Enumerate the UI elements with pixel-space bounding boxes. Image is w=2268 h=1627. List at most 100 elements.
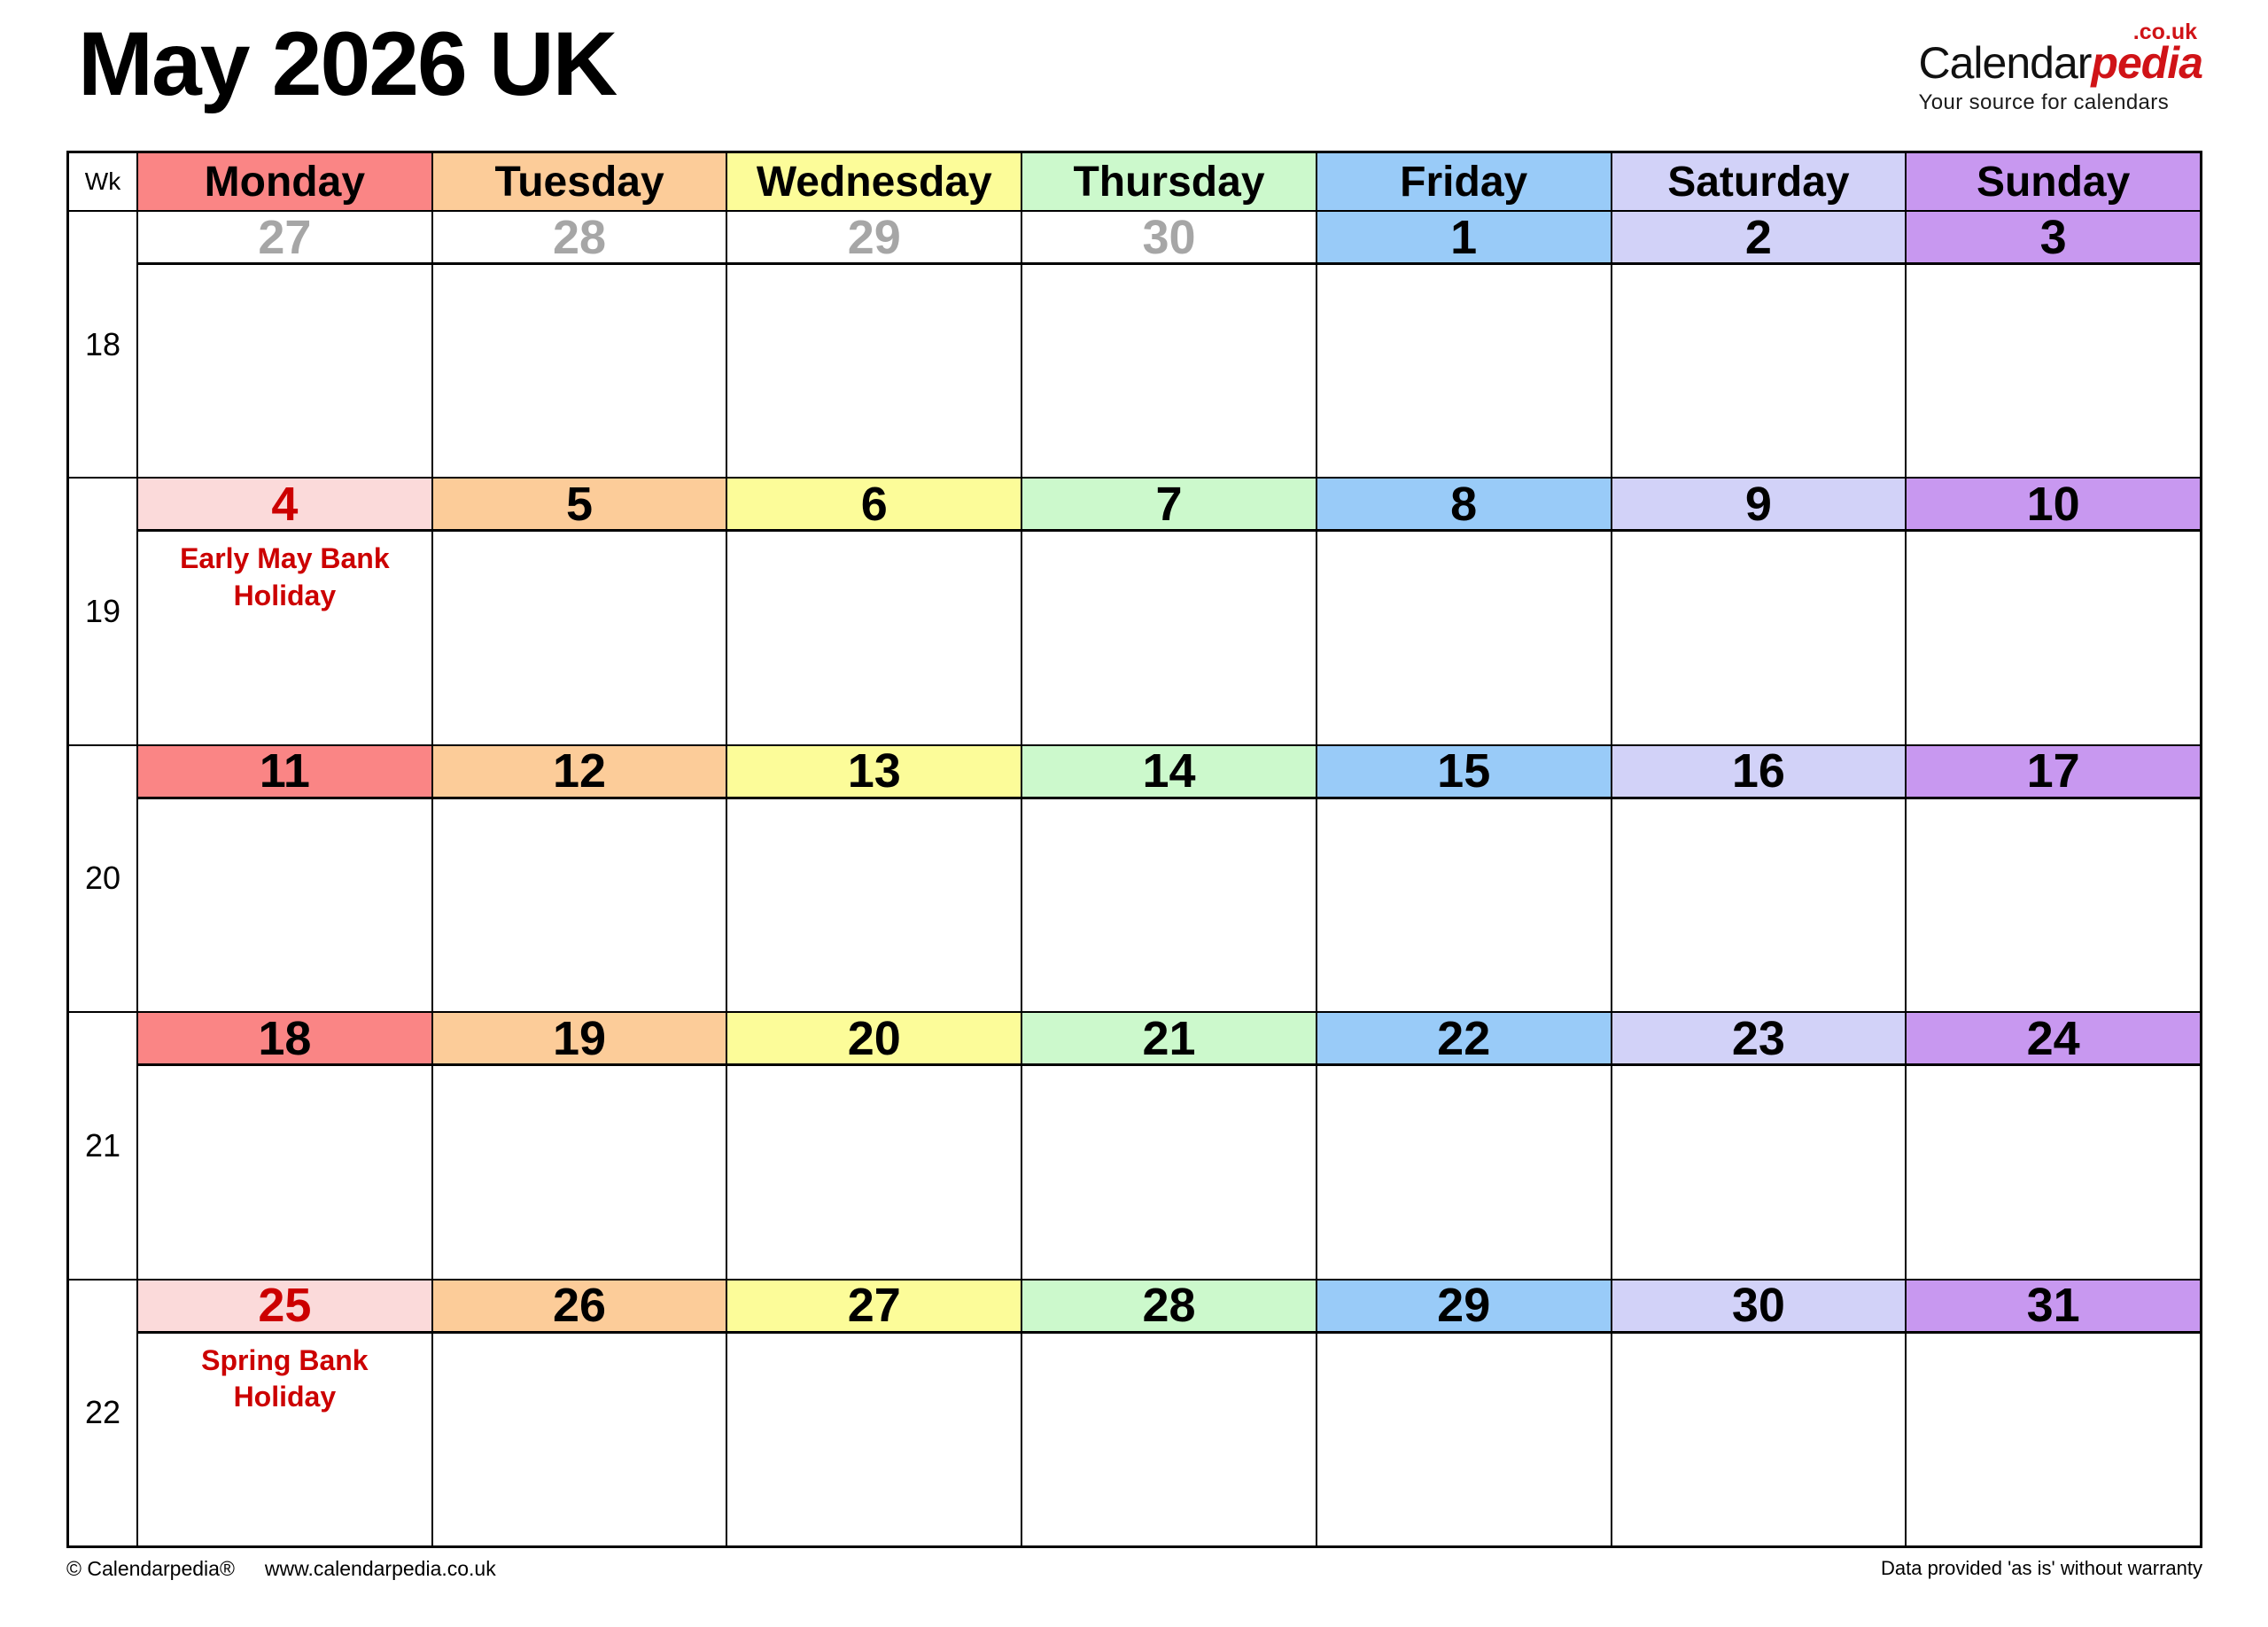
date-number: 14 bbox=[1022, 745, 1316, 799]
date-number: 20 bbox=[727, 1013, 1021, 1067]
day-cell-may-30: 30 bbox=[1612, 1280, 1906, 1545]
date-number: 22 bbox=[1317, 1013, 1611, 1067]
date-number: 4 bbox=[138, 479, 431, 533]
day-body bbox=[138, 799, 431, 1011]
date-number: 5 bbox=[432, 479, 726, 533]
date-number: 25 bbox=[138, 1280, 431, 1334]
day-cell-apr-29: 29 bbox=[727, 212, 1021, 478]
day-cell-apr-27: 27 bbox=[138, 212, 431, 478]
day-body bbox=[433, 1334, 726, 1545]
day-body bbox=[1907, 265, 2200, 477]
footer-left: © Calendarpedia® www.calendarpedia.co.uk bbox=[66, 1557, 496, 1581]
date-number: 19 bbox=[432, 1013, 726, 1067]
date-number: 2 bbox=[1612, 212, 1906, 265]
day-cell-may-29: 29 bbox=[1317, 1280, 1611, 1545]
date-number: 1 bbox=[1317, 212, 1611, 265]
date-number: 17 bbox=[1907, 745, 2200, 799]
day-cell-may-16: 16 bbox=[1612, 745, 1906, 1012]
day-body bbox=[1317, 1334, 1611, 1545]
day-body bbox=[1907, 532, 2200, 743]
day-cell-may-19: 19 bbox=[432, 1013, 726, 1279]
day-body bbox=[433, 1066, 726, 1278]
week-number-18: 18 bbox=[69, 212, 136, 478]
week-number-20: 20 bbox=[69, 745, 136, 1012]
calendar-grid: Wk Monday Tuesday Wednesday Thursday Fri… bbox=[66, 151, 2202, 1548]
day-cell-may-4: 4 Early May Bank Holiday bbox=[138, 479, 431, 744]
day-cell-may-1: 1 bbox=[1317, 212, 1611, 478]
day-cell-may-7: 7 bbox=[1022, 479, 1316, 744]
logo-brand-black: Calendar bbox=[1918, 38, 2093, 88]
day-cell-may-18: 18 bbox=[138, 1013, 431, 1279]
date-number: 15 bbox=[1317, 745, 1611, 799]
date-number: 24 bbox=[1907, 1013, 2200, 1067]
week-number-22: 22 bbox=[69, 1280, 136, 1545]
day-body bbox=[727, 799, 1021, 1011]
logo-wordmark: Calendar .co.uk pedia bbox=[1918, 21, 2203, 88]
day-body: Early May Bank Holiday bbox=[138, 532, 431, 743]
day-cell-may-6: 6 bbox=[727, 479, 1021, 744]
day-header-sunday: Sunday bbox=[1907, 153, 2200, 210]
day-cell-may-21: 21 bbox=[1022, 1013, 1316, 1279]
day-cell-may-31: 31 bbox=[1907, 1280, 2200, 1545]
holiday-label: Spring Bank Holiday bbox=[201, 1343, 369, 1413]
day-body bbox=[1022, 799, 1316, 1011]
day-body bbox=[1022, 265, 1316, 477]
day-body bbox=[1907, 799, 2200, 1011]
date-number: 26 bbox=[432, 1280, 726, 1334]
day-body bbox=[1907, 1066, 2200, 1278]
date-number: 29 bbox=[727, 212, 1021, 265]
day-cell-may-27: 27 bbox=[727, 1280, 1021, 1545]
day-body bbox=[1612, 1334, 1906, 1545]
logo-domain: .co.uk bbox=[2132, 19, 2197, 44]
date-number: 8 bbox=[1317, 479, 1611, 533]
day-cell-may-26: 26 bbox=[432, 1280, 726, 1545]
week-number-19: 19 bbox=[69, 479, 136, 744]
footer-disclaimer: Data provided 'as is' without warranty bbox=[1880, 1557, 2202, 1579]
day-body bbox=[727, 1066, 1021, 1278]
day-cell-may-20: 20 bbox=[727, 1013, 1021, 1279]
day-cell-may-14: 14 bbox=[1022, 745, 1316, 1012]
date-number: 9 bbox=[1612, 479, 1906, 533]
date-number: 30 bbox=[1612, 1280, 1906, 1334]
day-body bbox=[1022, 1066, 1316, 1278]
calendarpedia-logo[interactable]: Calendar .co.uk pedia Your source for cale… bbox=[1918, 21, 2203, 115]
day-body bbox=[1317, 1066, 1611, 1278]
day-header-thursday: Thursday bbox=[1022, 153, 1316, 210]
day-cell-may-5: 5 bbox=[432, 479, 726, 744]
day-cell-may-15: 15 bbox=[1317, 745, 1611, 1012]
day-body bbox=[1612, 1066, 1906, 1278]
day-body bbox=[727, 265, 1021, 477]
day-cell-may-11: 11 bbox=[138, 745, 431, 1012]
footer-url[interactable]: www.calendarpedia.co.uk bbox=[264, 1557, 496, 1580]
day-cell-may-17: 17 bbox=[1907, 745, 2200, 1012]
day-cell-may-12: 12 bbox=[432, 745, 726, 1012]
day-body bbox=[727, 1334, 1021, 1545]
logo-brand-red: pedia bbox=[2091, 38, 2203, 88]
day-body bbox=[433, 799, 726, 1011]
footer: © Calendarpedia® www.calendarpedia.co.uk … bbox=[66, 1557, 2202, 1581]
day-header-monday: Monday bbox=[138, 153, 431, 210]
day-cell-may-23: 23 bbox=[1612, 1013, 1906, 1279]
day-body bbox=[138, 1066, 431, 1278]
day-header-tuesday: Tuesday bbox=[432, 153, 726, 210]
wk-column-header: Wk bbox=[69, 153, 136, 210]
date-number: 18 bbox=[138, 1013, 431, 1067]
date-number: 12 bbox=[432, 745, 726, 799]
date-number: 21 bbox=[1022, 1013, 1316, 1067]
date-number: 31 bbox=[1907, 1280, 2200, 1334]
page-title: May 2026 UK bbox=[78, 13, 617, 114]
day-body: Spring Bank Holiday bbox=[138, 1334, 431, 1545]
day-cell-may-9: 9 bbox=[1612, 479, 1906, 744]
date-number: 28 bbox=[1022, 1280, 1316, 1334]
day-body bbox=[138, 265, 431, 477]
day-cell-may-13: 13 bbox=[727, 745, 1021, 1012]
day-body bbox=[1317, 265, 1611, 477]
day-cell-may-3: 3 bbox=[1907, 212, 2200, 478]
date-number: 29 bbox=[1317, 1280, 1611, 1334]
date-number: 28 bbox=[432, 212, 726, 265]
day-cell-apr-28: 28 bbox=[432, 212, 726, 478]
day-body bbox=[1907, 1334, 2200, 1545]
day-body bbox=[1612, 265, 1906, 477]
day-body bbox=[1022, 532, 1316, 743]
day-header-saturday: Saturday bbox=[1612, 153, 1906, 210]
